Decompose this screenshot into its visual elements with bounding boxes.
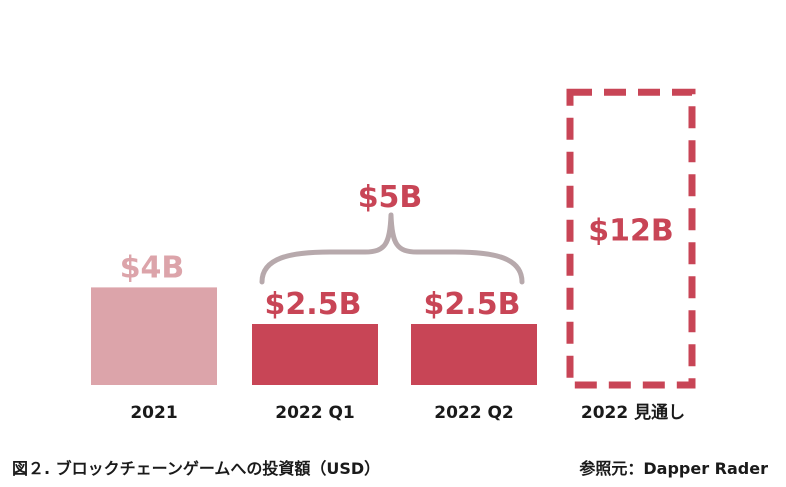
value-labels: $4B $2.5B $2.5B $12B [120,214,674,322]
source-credit: 参照元：Dapper Rader [579,459,768,478]
category-label-2022-q2: 2022 Q2 [434,403,514,423]
figure-caption: 図２. ブロックチェーンゲームへの投資額（USD） [12,459,381,478]
value-label-2021: $4B [120,250,185,285]
bar-2021 [91,287,217,385]
value-label-2022-q2: $2.5B [424,287,521,322]
bar-2022-forecast [566,88,696,389]
value-label-2022-q1: $2.5B [265,287,362,322]
category-label-2021: 2021 [130,403,177,423]
category-labels: 2021 2022 Q1 2022 Q2 2022 見通し [130,403,685,423]
bracket-total-label: $5B [358,180,423,215]
bars-group [91,88,696,389]
category-label-2022-q1: 2022 Q1 [275,403,355,423]
bar-2022-q2 [411,324,537,385]
category-label-2022-forecast: 2022 見通し [581,403,685,423]
brace-bracket [259,212,525,285]
bracket-annotation: $5B [259,180,525,285]
bar-2022-q1 [252,324,378,385]
bar-chart: $5B $4B $2.5B $2.5B $12B 2021 2022 Q1 2022 Q2… [91,88,696,423]
value-label-2022-forecast: $12B [588,214,674,249]
